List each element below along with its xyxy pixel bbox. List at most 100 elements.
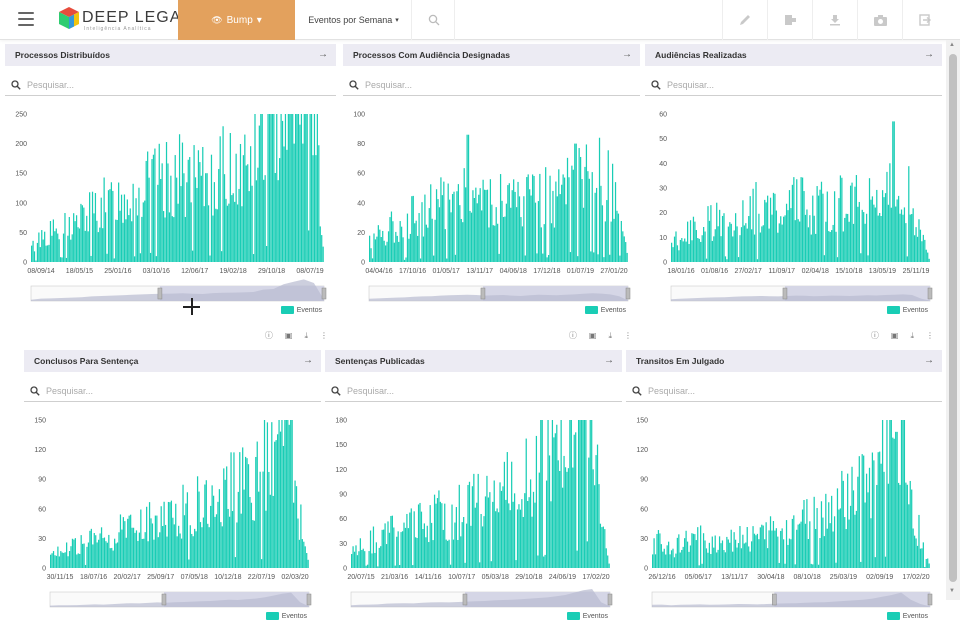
bar[interactable] [682,241,684,262]
bar[interactable] [35,260,37,262]
bar[interactable] [542,253,544,262]
bar[interactable] [616,210,618,262]
bar[interactable] [417,235,419,262]
bar[interactable] [253,520,255,568]
bar[interactable] [622,231,624,262]
bar[interactable] [300,504,302,568]
bar[interactable] [421,202,423,262]
logout-button[interactable] [902,0,947,40]
bar[interactable] [173,524,175,568]
bar[interactable] [524,255,526,262]
bar[interactable] [887,204,890,262]
panel-header[interactable]: Conclusos Para Sentença → [24,350,321,372]
bar[interactable] [449,199,451,262]
bar[interactable] [497,223,499,262]
bar[interactable] [252,254,255,262]
bar[interactable] [74,221,76,262]
bar[interactable] [390,211,393,263]
bar[interactable] [919,548,922,568]
bar[interactable] [531,516,533,568]
bar[interactable] [466,134,468,262]
bar[interactable] [870,518,872,568]
bar[interactable] [177,203,179,262]
bar[interactable] [921,548,923,568]
bar[interactable] [911,214,913,262]
bar[interactable] [455,507,457,568]
bar[interactable] [308,230,310,262]
bar[interactable] [867,492,869,568]
bar[interactable] [318,145,320,262]
bar[interactable] [181,142,184,262]
bar[interactable] [540,227,542,262]
bar[interactable] [521,226,524,262]
bar[interactable] [579,420,581,568]
bar[interactable] [848,519,850,568]
bar[interactable] [791,518,793,568]
bar[interactable] [136,215,139,262]
bar[interactable] [401,226,403,262]
bar[interactable] [796,529,798,568]
bar[interactable] [438,207,441,262]
bar[interactable] [438,490,440,568]
bar[interactable] [129,208,131,262]
bar[interactable] [836,257,839,262]
bar[interactable] [729,222,731,262]
camera-icon[interactable]: ▣ [588,331,597,340]
bar[interactable] [871,196,874,262]
bar[interactable] [292,114,294,262]
bar[interactable] [276,434,279,568]
bar[interactable] [868,467,871,568]
bar[interactable] [260,114,262,262]
range-slider-handle-left[interactable] [782,287,788,300]
bar[interactable] [362,548,364,568]
bar[interactable] [420,511,423,568]
download-icon[interactable]: ⤓ [608,330,612,340]
bar[interactable] [745,223,747,262]
bar[interactable] [518,196,521,262]
bar[interactable] [452,539,455,568]
search-input[interactable] [365,77,618,93]
bar[interactable] [685,530,687,568]
bar[interactable] [261,114,263,262]
bar[interactable] [598,484,600,568]
bar[interactable] [178,525,180,568]
bar[interactable] [118,182,120,262]
bar[interactable] [884,193,887,262]
bar[interactable] [234,557,237,568]
bar[interactable] [924,566,926,568]
arrow-right-icon[interactable]: → [318,49,328,60]
bar[interactable] [790,208,792,262]
bar[interactable] [79,553,81,568]
bar[interactable] [794,564,796,568]
bar[interactable] [265,510,267,568]
bar[interactable] [493,480,495,568]
bar[interactable] [806,209,808,262]
bar[interactable] [465,187,467,262]
bar[interactable] [816,186,818,262]
bar[interactable] [196,476,199,568]
bar[interactable] [517,181,519,262]
bar[interactable] [126,199,128,262]
bar[interactable] [116,542,119,568]
bar[interactable] [441,195,443,262]
bar[interactable] [316,114,318,262]
bar[interactable] [103,177,105,263]
bar[interactable] [90,255,92,262]
bar[interactable] [57,233,59,262]
range-slider-handle-right[interactable] [321,287,327,300]
bar[interactable] [819,538,821,568]
bar[interactable] [816,508,818,568]
bar[interactable] [397,531,399,568]
bar[interactable] [373,233,375,262]
bar[interactable] [799,523,801,568]
bar[interactable] [620,220,622,262]
bar[interactable] [149,252,152,262]
bar[interactable] [93,532,95,568]
bar[interactable] [505,203,508,262]
chart-legend[interactable]: Eventos [566,612,608,620]
bar[interactable] [178,134,181,262]
bar[interactable] [252,520,254,568]
bar[interactable] [767,195,769,262]
bar[interactable] [98,539,100,568]
bar[interactable] [844,517,846,568]
